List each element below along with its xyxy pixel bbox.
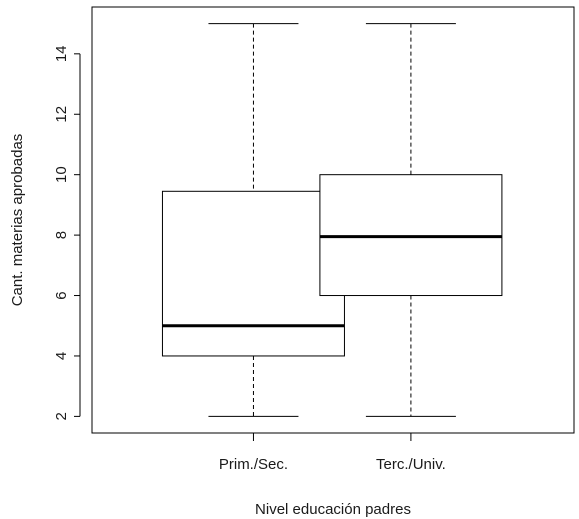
y-tick-label: 2 xyxy=(53,412,70,420)
y-tick-label: 14 xyxy=(53,45,70,62)
y-tick-label: 4 xyxy=(53,352,70,360)
y-tick-label: 6 xyxy=(53,291,70,299)
boxes-group xyxy=(161,23,503,417)
y-tick-label: 8 xyxy=(53,231,70,239)
box-iqr xyxy=(161,190,345,357)
box-2 xyxy=(319,23,503,417)
x-tick-label: Prim./Sec. xyxy=(219,456,288,473)
x-axis-label: Nivel educación padres xyxy=(255,501,411,518)
y-axis: 2 4 6 8 10 12 14 xyxy=(53,45,81,421)
y-tick-label: 12 xyxy=(53,106,70,123)
y-axis-label: Cant. materias aprobadas xyxy=(9,134,26,307)
y-tick-label: 10 xyxy=(53,166,70,183)
x-tick-label: Terc./Univ. xyxy=(376,456,446,473)
box-1 xyxy=(161,23,345,417)
box-iqr xyxy=(319,174,503,297)
x-axis: Prim./Sec. Terc./Univ. xyxy=(219,432,446,473)
